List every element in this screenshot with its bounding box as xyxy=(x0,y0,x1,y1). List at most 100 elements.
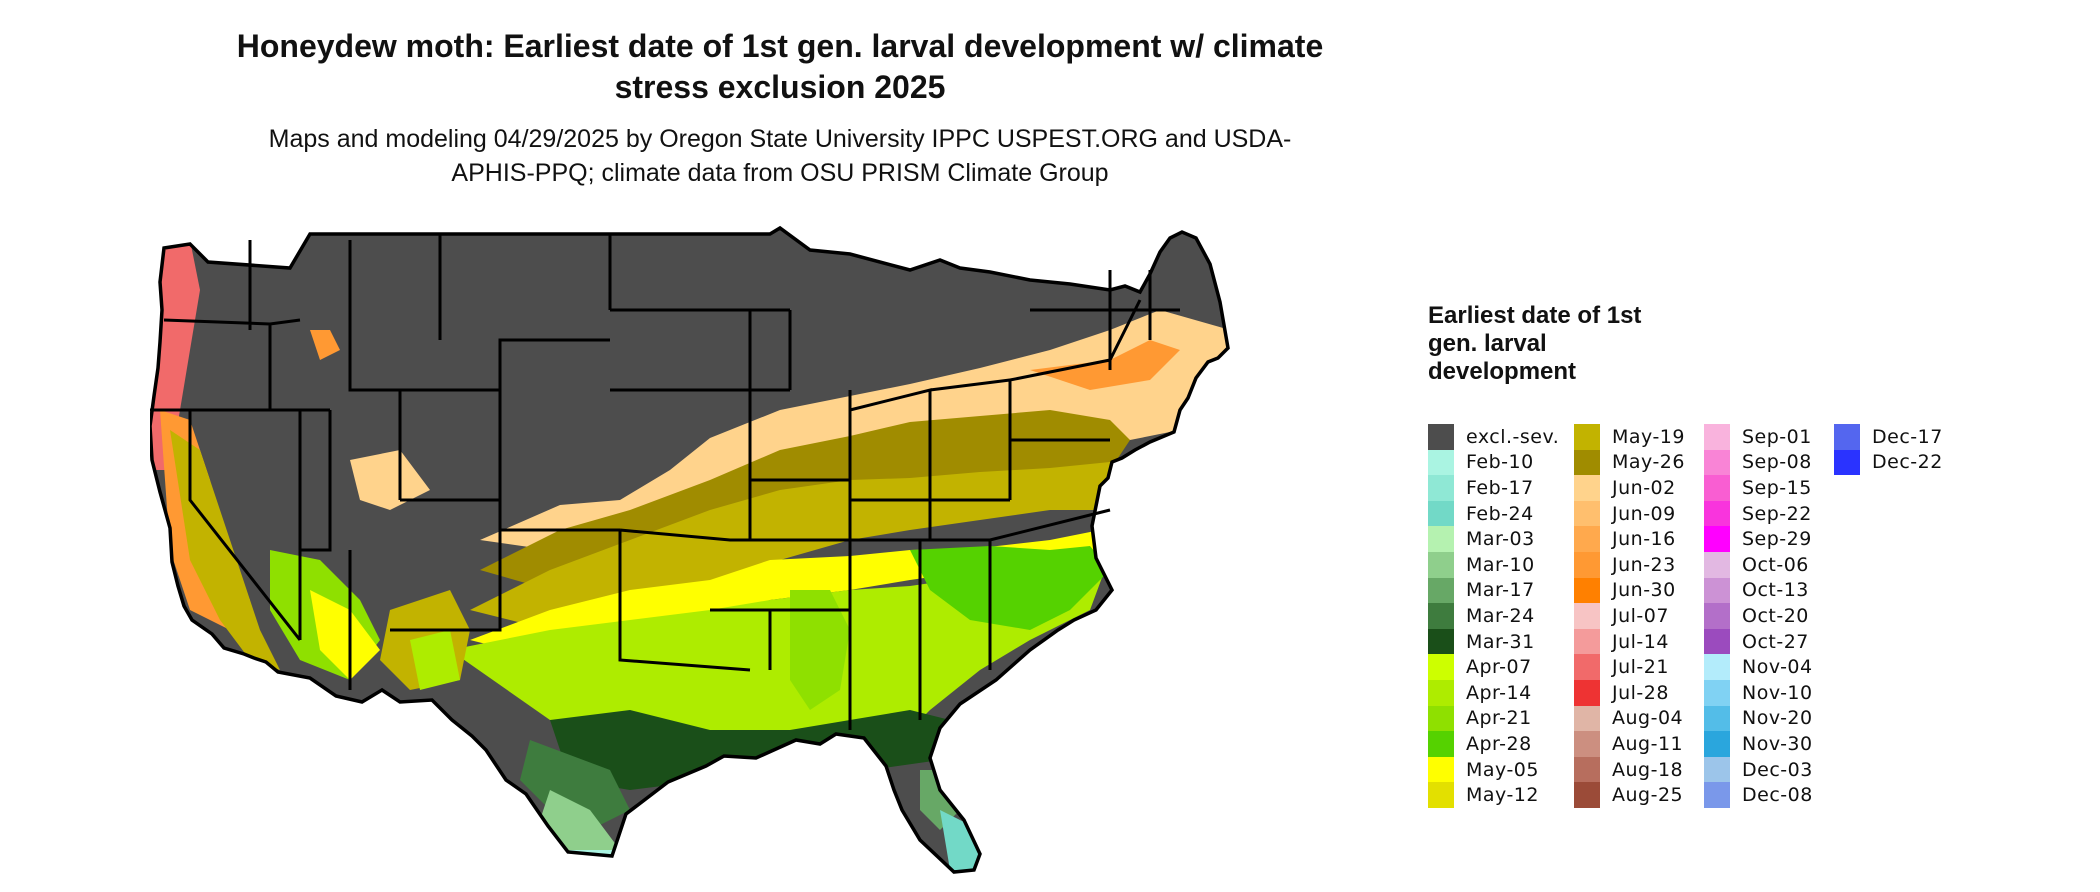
legend-item: Oct-13 xyxy=(1704,577,1813,604)
legend-swatch xyxy=(1428,628,1454,655)
legend-label: Nov-20 xyxy=(1742,707,1813,730)
legend-item: Aug-18 xyxy=(1574,756,1685,783)
legend-label: Oct-13 xyxy=(1742,579,1809,602)
legend-label: Jun-09 xyxy=(1612,502,1676,525)
legend-item: Sep-22 xyxy=(1704,500,1813,527)
legend-swatch xyxy=(1574,424,1600,450)
legend-label: Apr-14 xyxy=(1466,681,1532,704)
legend-swatch xyxy=(1574,756,1600,783)
legend-item: Mar-17 xyxy=(1428,577,1559,604)
legend-item: Jun-16 xyxy=(1574,526,1685,552)
legend-label: Dec-22 xyxy=(1872,451,1943,474)
legend-label: Mar-17 xyxy=(1466,579,1535,602)
legend-column: excl.-sev. Feb-10 Feb-17 Feb-24 Mar-03 Mar-10… xyxy=(1428,424,1559,808)
legend-swatch xyxy=(1704,679,1730,706)
legend-label: Oct-20 xyxy=(1742,604,1809,627)
legend-label: Aug-18 xyxy=(1612,758,1684,781)
legend-swatch xyxy=(1704,603,1730,629)
legend-item: Feb-24 xyxy=(1428,500,1559,527)
legend-swatch xyxy=(1704,500,1730,527)
legend-item: Jun-09 xyxy=(1574,500,1685,527)
legend-item: Oct-06 xyxy=(1704,551,1813,578)
legend-item: Jul-14 xyxy=(1574,628,1685,655)
map-subtitle: Maps and modeling 04/29/2025 by Oregon S… xyxy=(268,125,1292,187)
legend-swatch xyxy=(1704,449,1730,476)
legend-item: Aug-25 xyxy=(1574,782,1685,808)
legend-label: Dec-17 xyxy=(1872,425,1943,448)
legend-label: Dec-03 xyxy=(1742,758,1813,781)
legend-item: May-19 xyxy=(1574,424,1685,450)
legend-swatch xyxy=(1704,475,1730,501)
legend-swatch xyxy=(1428,449,1454,476)
legend-swatch xyxy=(1574,705,1600,732)
legend-label: Oct-27 xyxy=(1742,630,1809,653)
legend-label: Apr-21 xyxy=(1466,707,1532,730)
legend-item: Nov-04 xyxy=(1704,654,1813,680)
legend-item: May-12 xyxy=(1428,782,1559,808)
legend-item: Dec-08 xyxy=(1704,782,1813,808)
legend-label: Feb-10 xyxy=(1466,451,1534,474)
legend-label: Jun-16 xyxy=(1612,528,1676,551)
legend-label: Jul-07 xyxy=(1612,604,1669,627)
legend-item: Nov-10 xyxy=(1704,679,1813,706)
legend-item: Apr-21 xyxy=(1428,705,1559,732)
legend-swatch xyxy=(1428,679,1454,706)
legend-label: Nov-30 xyxy=(1742,732,1813,755)
legend-swatch xyxy=(1428,756,1454,783)
legend-item: Oct-27 xyxy=(1704,628,1813,655)
legend-label: Jul-21 xyxy=(1612,656,1669,679)
legend-item: Nov-20 xyxy=(1704,705,1813,732)
legend-item: Sep-15 xyxy=(1704,475,1813,501)
legend-swatch xyxy=(1834,449,1860,476)
legend-label: Apr-28 xyxy=(1466,732,1532,755)
legend-item: Sep-29 xyxy=(1704,526,1813,552)
legend-item: Feb-10 xyxy=(1428,449,1559,476)
legend-label: Aug-25 xyxy=(1612,784,1684,807)
legend-swatch xyxy=(1574,782,1600,808)
legend-label: May-26 xyxy=(1612,451,1685,474)
legend-swatch xyxy=(1574,449,1600,476)
legend-item: Jul-28 xyxy=(1574,679,1685,706)
legend-item: Dec-17 xyxy=(1834,424,1943,450)
legend-title: Earliest date of 1st gen. larval develop… xyxy=(1428,302,1642,385)
legend-label: Mar-24 xyxy=(1466,604,1535,627)
legend-label: Dec-08 xyxy=(1742,784,1813,807)
legend-item: Jun-23 xyxy=(1574,551,1685,578)
legend-item: Jul-07 xyxy=(1574,603,1685,629)
legend-label: Mar-03 xyxy=(1466,528,1535,551)
legend-label: Jul-28 xyxy=(1612,681,1669,704)
legend-label: Mar-10 xyxy=(1466,553,1535,576)
legend-swatch xyxy=(1704,705,1730,732)
legend-item: Dec-03 xyxy=(1704,756,1813,783)
legend-swatch xyxy=(1574,731,1600,757)
legend-item: Mar-10 xyxy=(1428,551,1559,578)
legend-label: Jun-02 xyxy=(1612,476,1676,499)
legend-label: excl.-sev. xyxy=(1466,425,1560,448)
legend-swatch xyxy=(1428,731,1454,757)
map-title: Honeydew moth: Earliest date of 1st gen.… xyxy=(236,28,1324,105)
legend-item: Sep-01 xyxy=(1704,424,1813,450)
legend-swatch xyxy=(1428,654,1454,680)
legend-item: Mar-03 xyxy=(1428,526,1559,552)
legend-label: Nov-10 xyxy=(1742,681,1813,704)
legend-swatch xyxy=(1428,551,1454,578)
legend-label: Sep-01 xyxy=(1742,425,1812,448)
legend-swatch xyxy=(1574,679,1600,706)
legend-swatch xyxy=(1704,577,1730,604)
legend-label: Apr-07 xyxy=(1466,656,1532,679)
us-map xyxy=(150,226,1230,874)
legend-swatch xyxy=(1428,475,1454,501)
legend-label: Mar-31 xyxy=(1466,630,1535,653)
legend-swatch xyxy=(1574,475,1600,501)
legend-item: Mar-24 xyxy=(1428,603,1559,629)
legend-item: Apr-14 xyxy=(1428,679,1559,706)
legend-label: May-05 xyxy=(1466,758,1539,781)
legend-swatch xyxy=(1574,551,1600,578)
legend-swatch xyxy=(1834,424,1860,450)
legend-swatch xyxy=(1574,500,1600,527)
legend-item: Jun-30 xyxy=(1574,577,1685,604)
legend-column: May-19 May-26 Jun-02 Jun-09 Jun-16 Jun-23 Jun-… xyxy=(1574,424,1685,808)
legend-label: Jun-23 xyxy=(1612,553,1676,576)
legend-swatch xyxy=(1428,526,1454,552)
legend-label: Oct-06 xyxy=(1742,553,1809,576)
